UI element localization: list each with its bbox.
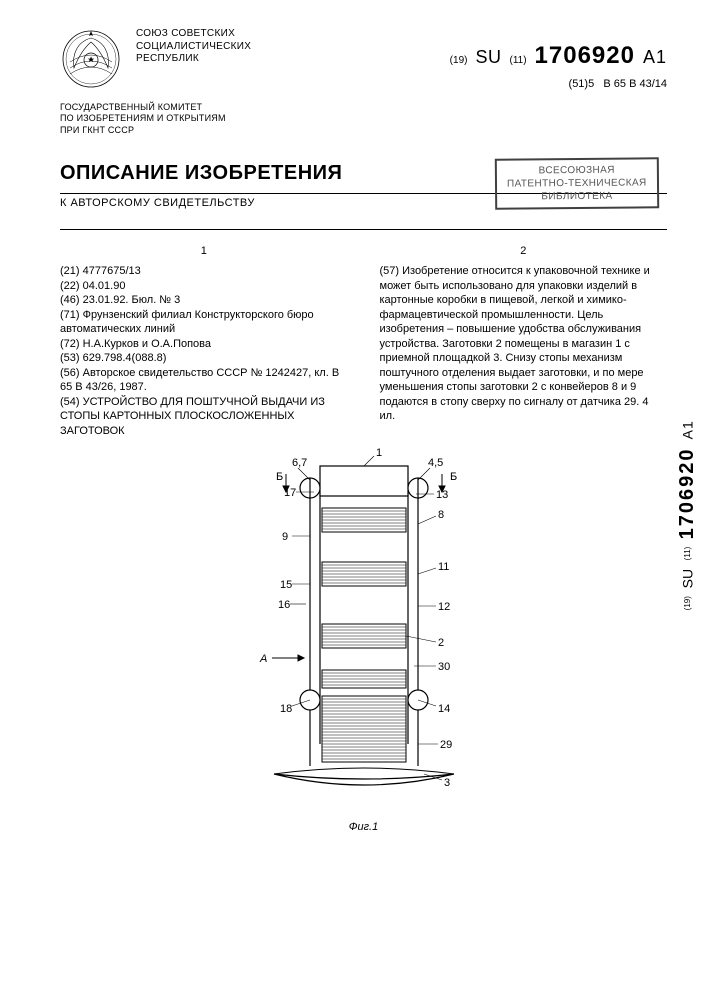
lbl-1: 1 xyxy=(376,447,382,459)
right-column: 2 (57) Изобретение относится к упаковочн… xyxy=(380,244,668,439)
lbl-2: 2 xyxy=(438,637,444,649)
committee-name: ГОСУДАРСТВЕННЫЙ КОМИТЕТ ПО ИЗОБРЕТЕНИЯМ … xyxy=(60,102,667,136)
side-number: 1706920 xyxy=(676,447,699,539)
lbl-45: 4,5 xyxy=(428,457,443,469)
figure-caption: Фиг.1 xyxy=(60,821,667,833)
lbl-3: 3 xyxy=(444,777,450,789)
side-su: SU xyxy=(680,569,696,588)
stamp-line: БИБЛИОТЕКА xyxy=(507,189,647,203)
org-line: РЕСПУБЛИК xyxy=(136,53,251,66)
right-body: (57) Изобретение относится к упаковочной… xyxy=(380,264,668,424)
class-code: В 65 В 43/14 xyxy=(603,78,667,90)
classification: (51)5 В 65 В 43/14 xyxy=(569,78,667,90)
side-document-id: (19) SU (11) 1706920 A1 xyxy=(676,420,699,610)
lbl-13: 13 xyxy=(436,489,448,501)
id-number: 1706920 xyxy=(535,42,635,70)
lbl-67: 6,7 xyxy=(292,457,307,469)
id-suffix: A1 xyxy=(643,47,667,68)
stamp-line: ВСЕСОЮЗНАЯ xyxy=(507,163,647,177)
org-line: СОЦИАЛИСТИЧЕСКИХ xyxy=(136,41,251,54)
lbl-29: 29 xyxy=(440,739,452,751)
id-prefix-11: (11) xyxy=(509,55,526,66)
side-suffix: A1 xyxy=(680,420,696,439)
lbl-8: 8 xyxy=(438,509,444,521)
lbl-9: 9 xyxy=(282,531,288,543)
lbl-30: 30 xyxy=(438,661,450,673)
side-prefix-19: (19) xyxy=(683,596,692,610)
figure-1: Б 6,7 17 1 4,5 Б 13 8 9 15 16 11 12 2 30… xyxy=(60,444,667,833)
lbl-18: 18 xyxy=(280,703,292,715)
lbl-A: А xyxy=(259,653,267,665)
column-number: 1 xyxy=(60,244,348,259)
left-column: 1 (21) 4777675/13 (22) 04.01.90 (46) 23.… xyxy=(60,244,348,439)
divider-rule xyxy=(60,229,667,230)
org-line: СОЮЗ СОВЕТСКИХ xyxy=(136,28,251,41)
left-body: (21) 4777675/13 (22) 04.01.90 (46) 23.01… xyxy=(60,264,348,438)
committee-line: ПО ИЗОБРЕТЕНИЯМ И ОТКРЫТИЯМ xyxy=(60,113,667,124)
library-stamp: ВСЕСОЮЗНАЯ ПАТЕНТНО-ТЕХНИЧЕСКАЯ БИБЛИОТЕ… xyxy=(495,157,659,209)
column-number: 2 xyxy=(380,244,668,259)
org-name: СОЮЗ СОВЕТСКИХ СОЦИАЛИСТИЧЕСКИХ РЕСПУБЛИ… xyxy=(136,28,251,66)
side-prefix-11: (11) xyxy=(683,547,692,561)
lbl-11: 11 xyxy=(438,561,449,573)
lbl-12: 12 xyxy=(438,601,450,613)
stamp-line: ПАТЕНТНО-ТЕХНИЧЕСКАЯ xyxy=(507,176,647,190)
lbl-b-left: Б xyxy=(276,471,283,483)
id-su: SU xyxy=(475,47,501,68)
committee-line: ПРИ ГКНТ СССР xyxy=(60,125,667,136)
id-prefix-19: (19) xyxy=(450,55,468,66)
class-prefix: (51)5 xyxy=(569,78,595,90)
state-emblem-icon xyxy=(60,28,122,90)
lbl-16: 16 xyxy=(278,599,290,611)
committee-line: ГОСУДАРСТВЕННЫЙ КОМИТЕТ xyxy=(60,102,667,113)
lbl-17: 17 xyxy=(284,487,296,499)
document-id: (19) SU (11) 1706920 A1 xyxy=(450,42,667,70)
body-columns: 1 (21) 4777675/13 (22) 04.01.90 (46) 23.… xyxy=(60,244,667,439)
lbl-b-right: Б xyxy=(450,471,457,483)
lbl-15: 15 xyxy=(280,579,292,591)
lbl-14: 14 xyxy=(438,703,450,715)
